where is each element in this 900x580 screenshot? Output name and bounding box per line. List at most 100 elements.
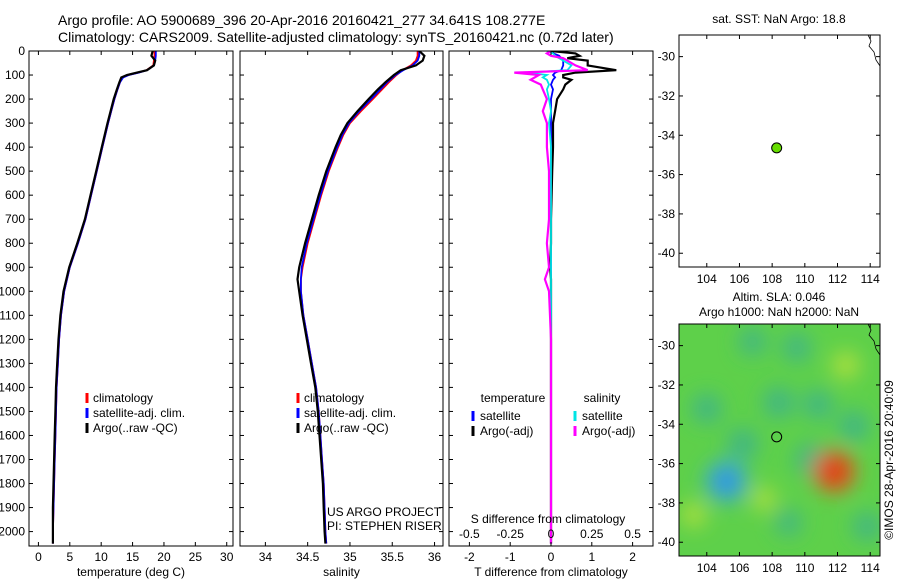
- temperature-plot-area: [51, 51, 157, 544]
- depth-tick-label: 1100: [0, 308, 25, 322]
- depth-tick-label: 600: [5, 188, 25, 202]
- legend-label: satellite-adj. clim.: [304, 406, 396, 420]
- map_sst-lon-tick-label: 104: [697, 272, 717, 286]
- plot-title-line2: Climatology: CARS2009. Satellite-adjuste…: [58, 29, 614, 45]
- depth-tick-label: 300: [5, 116, 25, 130]
- project-annotation: PI: STEPHEN RISER: [327, 519, 442, 533]
- depth-tick-label: 700: [5, 212, 25, 226]
- salinity-plot-area: [296, 51, 426, 544]
- sla-anomaly: [727, 428, 759, 460]
- depth-tick-label: 200: [5, 92, 25, 106]
- map_sla-lat-tick-label: -34: [658, 417, 676, 431]
- temperature-series-climatology: [52, 51, 156, 544]
- depth-tick-label: 1400: [0, 380, 25, 394]
- depth-tick-label: 1600: [0, 428, 25, 442]
- sla-anomaly: [681, 502, 707, 528]
- temperature-x-tick-label: 20: [157, 550, 171, 564]
- map_sst-argo-location-marker: [771, 142, 783, 154]
- salinity-x-tick-label: 36: [428, 550, 442, 564]
- map_sst-panel: [678, 34, 881, 268]
- difference-panel: [448, 50, 654, 547]
- project-annotation: US ARGO PROJECT: [327, 505, 442, 519]
- map_sla-argo-location-marker: [771, 431, 783, 443]
- difference-plot-area: [514, 51, 617, 544]
- sla-anomaly: [782, 333, 811, 362]
- depth-tick-label: 100: [5, 68, 25, 82]
- map_sla-lat-tick-label: -30: [658, 339, 676, 353]
- map-sla-subtitle: Argo h1000: NaN h2000: NaN: [699, 305, 859, 319]
- legend-label: Argo(..raw -QC): [304, 421, 389, 435]
- map_sla-lon-tick-label: 114: [861, 561, 880, 575]
- difference-series-t-argo-adj-: [549, 51, 617, 544]
- map_sla-lon-tick-label: 106: [729, 561, 749, 575]
- salinity-series-climatology: [299, 51, 419, 544]
- salinity-series-argo-raw-qc-: [296, 51, 426, 544]
- temperature-series-satellite-adj-clim-: [52, 51, 157, 544]
- heatmap-blobs: [681, 328, 880, 541]
- difference-x-tick-label: 2: [629, 550, 636, 564]
- map_sst-lat-tick-label: -36: [658, 168, 676, 182]
- difference-x-tick-label: 0: [548, 550, 555, 564]
- salinity-x-axis-label: salinity: [323, 565, 360, 579]
- salinity-series-satellite-adj-clim-: [299, 51, 421, 544]
- temperature-panel: [28, 50, 234, 547]
- legend-label: satellite: [582, 409, 623, 423]
- depth-tick-label: 400: [5, 140, 25, 154]
- map_sst-lon-tick-label: 108: [762, 272, 782, 286]
- map_sla-lat-tick-label: -38: [658, 496, 676, 510]
- depth-tick-label: 0: [18, 44, 25, 58]
- depth-tick-label: 1900: [0, 501, 25, 515]
- depth-tick-label: 1500: [0, 404, 25, 418]
- sla-anomaly: [738, 328, 767, 356]
- map_sst-lon-tick-label: 114: [861, 272, 880, 286]
- legend-label: climatology: [93, 391, 153, 405]
- legend-header-temperature: temperature: [481, 391, 546, 405]
- map_sst-lat-tick-label: -32: [658, 89, 676, 103]
- salinity-diff-tick-label: -0.5: [459, 527, 480, 541]
- map_sla-heatmap: [679, 324, 880, 556]
- map_sst-lon-tick-label: 112: [828, 272, 847, 286]
- sla-anomaly: [691, 393, 722, 424]
- map_sst-lon-tick-label: 110: [795, 272, 814, 286]
- sla-anomaly-core: [824, 462, 844, 481]
- coastline: [867, 34, 881, 67]
- map_sla-lon-tick-label: 108: [762, 561, 782, 575]
- legend-label: climatology: [304, 391, 364, 405]
- map_sst-lat-tick-label: -40: [658, 246, 676, 260]
- salinity-x-tick-label: 34.5: [296, 550, 320, 564]
- difference-x-tick-label: -1: [505, 550, 516, 564]
- salinity-diff-tick-label: 0.25: [580, 527, 604, 541]
- sla-anomaly: [838, 410, 870, 442]
- map_sst-lat-tick-label: -34: [658, 128, 676, 142]
- plot-title-line1: Argo profile: AO 5900689_396 20-Apr-2016…: [58, 12, 546, 28]
- difference-series-s-argo-adj-: [514, 51, 589, 544]
- map_sla-lon-tick-label: 104: [697, 561, 717, 575]
- sla-anomaly: [775, 509, 802, 536]
- salinity-x-tick-label: 35.5: [381, 550, 405, 564]
- sla-anomaly-core: [715, 470, 737, 492]
- map_sla-frame: [678, 323, 881, 557]
- legend-label: satellite-adj. clim.: [93, 406, 185, 420]
- map_sst-lon-tick-label: 106: [729, 272, 749, 286]
- temperature-x-tick-label: 15: [126, 550, 140, 564]
- difference-series-s-satellite: [526, 51, 573, 544]
- legend-label: Argo(..raw -QC): [93, 421, 178, 435]
- depth-tick-label: 1700: [0, 452, 25, 466]
- temperature-x-tick-label: 30: [220, 550, 234, 564]
- temperature-x-tick-label: 25: [189, 550, 203, 564]
- depth-tick-label: 900: [5, 260, 25, 274]
- depth-tick-label: 800: [5, 236, 25, 250]
- temperature-x-axis-label: temperature (deg C): [77, 565, 185, 579]
- salinity-diff-tick-label: 0: [548, 527, 555, 541]
- depth-tick-label: 1000: [0, 284, 25, 298]
- map_sla-panel: [678, 323, 881, 557]
- coastline: [867, 323, 881, 356]
- depth-tick-label: 1200: [0, 332, 25, 346]
- legend-label: Argo(-adj): [582, 424, 635, 438]
- map_sst-lat-tick-label: -30: [658, 50, 676, 64]
- difference-x-tick-label: -2: [464, 550, 475, 564]
- salinity-panel: [239, 50, 444, 547]
- temperature-x-tick-label: 0: [35, 550, 42, 564]
- sla-anomaly: [752, 487, 776, 511]
